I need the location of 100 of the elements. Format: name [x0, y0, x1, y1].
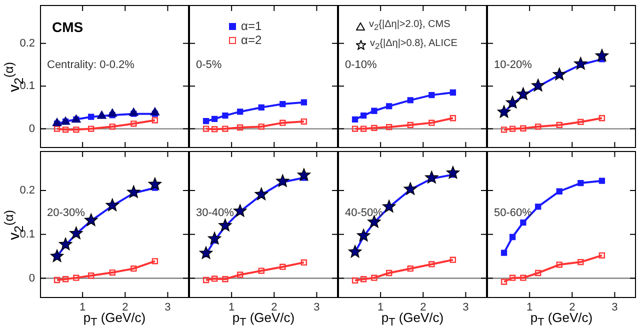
point [500, 126, 508, 133]
x-tick-label: 1 [526, 302, 533, 314]
point [237, 124, 244, 131]
point [371, 124, 378, 132]
point [598, 252, 606, 259]
point [598, 115, 606, 122]
point [234, 204, 247, 217]
point [222, 112, 228, 119]
point [520, 274, 526, 281]
point [280, 100, 286, 108]
point [552, 68, 566, 80]
annotation: v$_{2}${|Δη|>0.8}, ALICE [370, 38, 458, 52]
annotation: 0-10% [345, 59, 377, 72]
x-tick-label: 3 [314, 302, 320, 314]
y-tick-label: 0.2 [20, 184, 35, 197]
point [520, 219, 526, 226]
point [222, 126, 228, 132]
annotation: 30-40% [196, 206, 234, 219]
point [371, 274, 378, 281]
point [130, 266, 137, 272]
point [578, 258, 584, 266]
y-tick-label: 0 [28, 272, 35, 284]
point [360, 276, 367, 282]
point [578, 180, 584, 186]
point [574, 57, 588, 70]
point [62, 276, 69, 282]
point [500, 278, 508, 285]
point [535, 270, 542, 276]
point [598, 178, 606, 184]
point [148, 177, 162, 190]
point [254, 188, 268, 200]
point [407, 97, 414, 104]
point [532, 78, 545, 92]
y-tick-label: 0 [28, 122, 35, 135]
legend-label: α=2 [241, 33, 262, 47]
annotation: 50-60% [494, 206, 532, 219]
point [352, 277, 358, 284]
point [509, 234, 516, 240]
point [509, 126, 516, 132]
point [556, 188, 562, 194]
point [360, 126, 367, 132]
point [578, 118, 584, 126]
point [407, 122, 414, 128]
point [202, 118, 210, 124]
legend-label: α=1 [241, 19, 262, 33]
point [500, 250, 508, 256]
point [280, 264, 286, 270]
point [280, 120, 286, 126]
y-tick-label: 0.1 [20, 228, 35, 240]
text: CMS [52, 19, 84, 35]
point [211, 276, 218, 282]
point [58, 238, 72, 250]
x-tick-label: 1 [228, 302, 235, 314]
point [386, 270, 392, 276]
point [556, 122, 562, 128]
annotation: 20-30% [47, 206, 85, 219]
point [300, 99, 308, 106]
point [127, 185, 140, 198]
point [386, 124, 392, 130]
point [73, 274, 80, 281]
point [84, 213, 98, 226]
point [202, 126, 210, 132]
point [360, 112, 367, 119]
point [450, 115, 456, 122]
point [237, 108, 244, 115]
point [211, 126, 218, 132]
point [371, 108, 378, 114]
point [199, 246, 213, 259]
point [595, 48, 609, 62]
point [258, 268, 264, 274]
annotation: v$_{2}${|Δη|>2.0}, CMS [369, 19, 450, 33]
point [109, 269, 116, 276]
annotation: Centrality: 0-0.2% [47, 59, 134, 72]
annotation: 10-20% [494, 59, 532, 72]
point [450, 256, 456, 263]
point [516, 87, 530, 100]
point [218, 218, 232, 232]
point [211, 116, 218, 122]
point [556, 262, 562, 268]
point [509, 274, 516, 281]
point [428, 92, 435, 98]
point [276, 174, 290, 187]
point [428, 261, 435, 268]
y-tick-label: 0.2 [20, 37, 35, 50]
point [258, 104, 264, 111]
point [450, 89, 456, 96]
point [70, 226, 83, 240]
annotation: 0-5% [196, 59, 222, 72]
point [152, 258, 158, 264]
point [520, 125, 526, 132]
point [352, 126, 358, 132]
point [222, 276, 228, 282]
point [208, 232, 222, 244]
x-tick-label: 3 [164, 302, 171, 314]
point [54, 276, 60, 284]
point [535, 124, 542, 130]
point [297, 168, 311, 181]
point [300, 259, 308, 266]
x-tick-label: 3 [462, 302, 469, 314]
point [202, 276, 210, 284]
